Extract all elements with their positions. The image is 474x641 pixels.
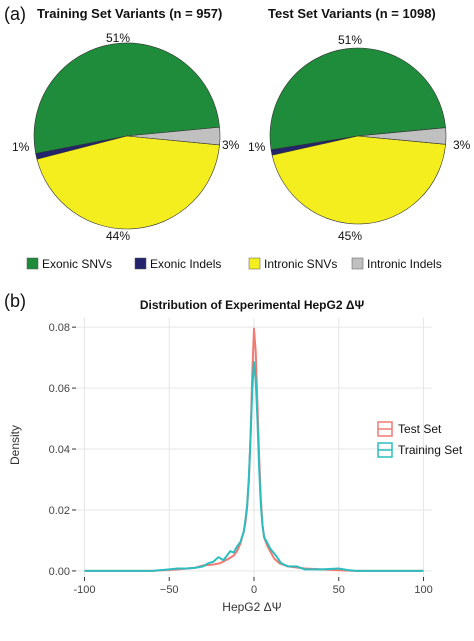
x-tick-label: −50 (160, 584, 179, 596)
pie-training-label-intronic-snvs: 44% (106, 229, 130, 243)
density-chart: 0.00 0.02 0.04 0.06 0.08 -100 −50 0 50 100 (49, 318, 433, 596)
legend-swatch-intronic-indels (351, 257, 364, 270)
density-line-training-set (84, 361, 424, 572)
x-tick-label: 100 (414, 584, 432, 596)
legend-label-intronic-indels: Intronic Indels (367, 257, 442, 271)
pie-test-label-exonic-indels: 1% (248, 140, 266, 154)
y-tick-label: 0.06 (49, 383, 70, 395)
legend-swatch-exonic-snvs (26, 257, 39, 270)
pie-test-label-exonic-snvs: 51% (338, 33, 362, 47)
pie-training-slice-exonic-snvs (33, 42, 220, 154)
panel-label-b: (b) (4, 291, 26, 311)
pie-training-slice-intronic-snvs (36, 135, 220, 230)
y-tick-label: 0.08 (49, 322, 70, 334)
pie-test-label-intronic-snvs: 45% (338, 229, 362, 243)
legend-label-exonic-indels: Exonic Indels (150, 257, 221, 271)
legend-label-intronic-snvs: Intronic SNVs (264, 257, 337, 271)
pie-test-slice-exonic-snvs (269, 47, 446, 151)
pie-title-training: Training Set Variants (n = 957) (37, 6, 222, 21)
pie-training-label-exonic-snvs: 51% (106, 31, 130, 45)
y-tick-label: 0.04 (49, 444, 70, 456)
y-tick-label: 0.00 (49, 566, 70, 578)
density-chart-title: Distribution of Experimental HepG2 ΔΨ (140, 298, 365, 312)
pie-training-label-intronic-indels: 3% (222, 138, 240, 152)
legend-label-exonic-snvs: Exonic SNVs (42, 257, 112, 271)
density-legend: Test Set Training Set (377, 421, 463, 458)
x-tick-label: 50 (333, 584, 345, 596)
panel-label-a: (a) (4, 4, 26, 24)
y-tick-label: 0.02 (49, 505, 70, 517)
x-tick-label: -100 (73, 584, 95, 596)
pie-training-label-exonic-indels: 1% (12, 140, 30, 154)
legend-swatch-exonic-indels (134, 257, 147, 270)
pie-chart-test (269, 47, 447, 225)
pie-test-slice-intronic-snvs (271, 135, 446, 225)
pie-chart-training (33, 42, 221, 230)
legend-label-training-set: Training Set (398, 443, 463, 457)
pie-test-label-intronic-indels: 3% (453, 138, 471, 152)
pie-title-test: Test Set Variants (n = 1098) (268, 6, 436, 21)
density-x-axis-label: HepG2 ΔΨ (222, 600, 281, 614)
x-tick-label: 0 (251, 584, 257, 596)
legend-swatch-intronic-snvs (248, 257, 261, 270)
pie-legend: Exonic SNVs Exonic Indels Intronic SNVs … (26, 257, 442, 271)
pie-training-slice-intronic-indels (126, 126, 221, 146)
pie-test-slice-intronic-indels (357, 127, 447, 145)
legend-label-test-set: Test Set (398, 422, 442, 436)
density-y-axis-label: Density (8, 425, 22, 465)
